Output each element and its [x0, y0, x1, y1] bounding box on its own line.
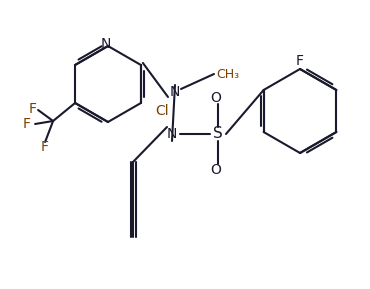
Text: Cl: Cl [155, 104, 168, 118]
Text: N: N [170, 85, 180, 99]
Text: S: S [213, 127, 223, 142]
Text: O: O [211, 163, 221, 177]
Text: CH₃: CH₃ [216, 68, 239, 81]
Text: F: F [23, 117, 31, 131]
Text: F: F [29, 102, 37, 116]
Text: N: N [101, 37, 111, 51]
Text: F: F [41, 140, 49, 154]
Text: F: F [296, 54, 304, 68]
Text: O: O [211, 91, 221, 105]
Text: N: N [167, 127, 177, 141]
